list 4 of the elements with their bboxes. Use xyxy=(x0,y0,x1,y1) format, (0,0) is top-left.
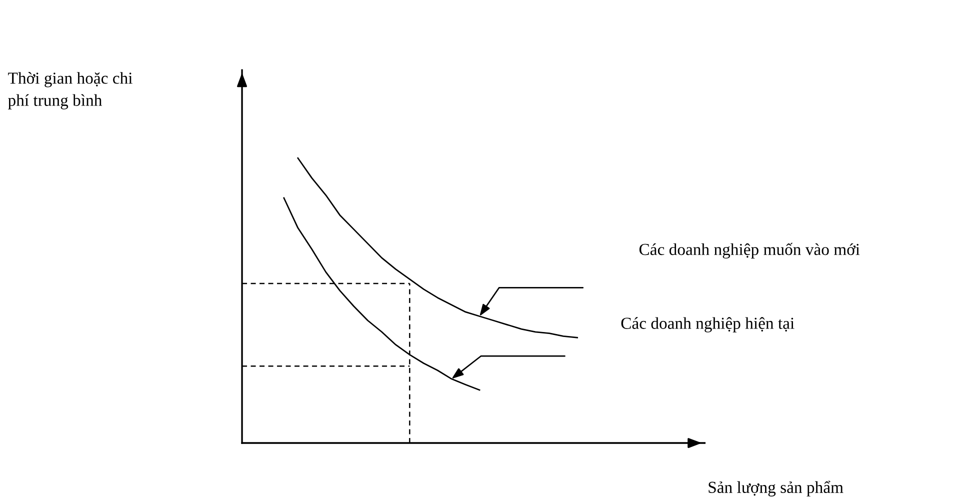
text: Thời gian hoặc chi phí trung bình xyxy=(8,72,132,110)
text: Các doanh nghiệp hiện tại xyxy=(621,317,794,332)
text: Sản lượng sản phẩm xyxy=(708,480,844,496)
text: Các doanh nghiệp muốn vào mới xyxy=(639,242,860,259)
